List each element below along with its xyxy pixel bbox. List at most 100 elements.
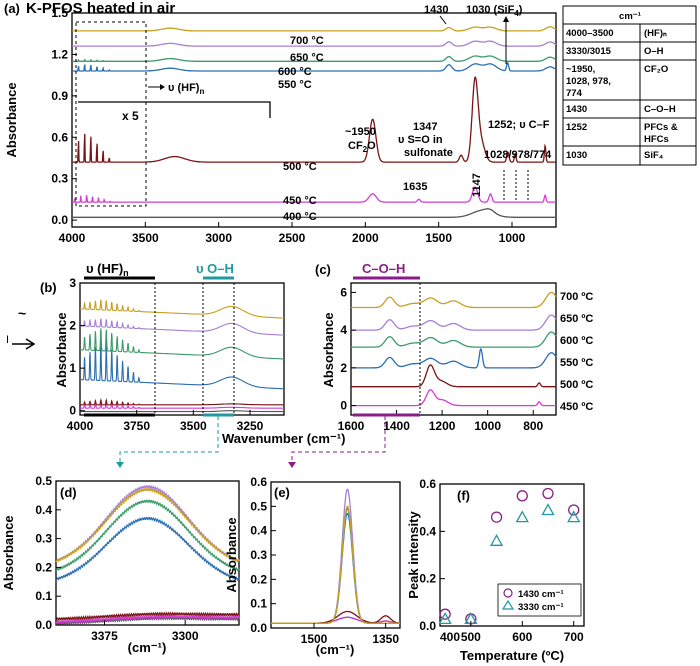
marker-3330: [489, 533, 504, 546]
spectrum-b-700: [80, 299, 284, 319]
temp-label-c-500: 500 ºC: [560, 379, 593, 391]
x-tick-label: 2500: [279, 231, 306, 245]
temp-label-a-450: 450 °C: [283, 195, 317, 207]
panel-b-spectra: [80, 299, 284, 413]
spectrum-a-500: [72, 76, 556, 163]
shared-xlabel: Wavenumber (cm⁻¹): [222, 431, 345, 446]
y-tick-label: 0.6: [419, 477, 436, 491]
y-tick-label: 0.4: [250, 524, 267, 538]
panel-f-xlabel: Temperature (ºC): [460, 648, 564, 663]
table-cell-wavenumber: 1028, 978,: [566, 76, 611, 87]
marker-1430: [490, 511, 503, 523]
marker-3330: [567, 510, 581, 523]
panel-a-frame: [71, 12, 557, 228]
anno-1635: 1635: [403, 181, 427, 193]
y-tick-label: 1: [69, 361, 76, 375]
table-cell-assignment: C–O–H: [644, 104, 676, 115]
temp-label-c-600: 600 ºC: [560, 335, 593, 347]
table-border: [562, 5, 697, 166]
x-tick-label: 1000: [499, 231, 526, 245]
y-tick-label: 1.2: [51, 47, 68, 61]
y-tick-label: 0.0: [35, 618, 52, 632]
x-tick-label: 1500: [425, 231, 452, 245]
hf-label: υ (HF)n: [168, 82, 204, 96]
y-tick-label: 4: [340, 323, 347, 337]
panel-e-y-ticks: 0.0 0.1 0.2 0.3 0.4 0.5 0.6: [250, 475, 276, 635]
x-tick-label: 3300: [172, 629, 199, 643]
spectrum-c-600: [351, 331, 557, 348]
spectrum-b-550: [80, 341, 284, 390]
y-tick-label: 0.1: [35, 589, 52, 603]
anno-1028-guides: [503, 168, 529, 200]
spectrum-a-450: [72, 186, 556, 203]
panel-d-frame: [55, 480, 240, 626]
panel-a-x-ticks: 4000 3500 3000 2500 2000 1500 1000: [59, 222, 526, 245]
spectrum-d-500: [55, 611, 240, 621]
y-tick-label: 0: [69, 404, 76, 418]
connector-e: [291, 416, 386, 464]
panel-d-tag: (d): [60, 485, 77, 500]
anno-1252: 1252; υ C–F: [488, 119, 550, 131]
panel-b-x-ticks: 4000 3750 3500 3250: [67, 410, 264, 433]
spectrum-a-700: [72, 26, 557, 32]
panel-f-ylabel: Peak intensity: [406, 511, 421, 599]
temp-label-a-400: 400 °C: [283, 211, 317, 223]
spectrum-a-650: [72, 40, 557, 47]
panel-c-coh-label: C–O–H: [362, 261, 405, 276]
panel-b-oh-label: υ O–H: [196, 261, 234, 276]
panel-b-guides: [154, 283, 235, 415]
table-header: cm⁻¹: [619, 11, 641, 22]
panel-c-ylabel: Absorbance: [321, 312, 336, 387]
spectrum-c-650: [351, 314, 557, 331]
panel-d-ylabel: Absorbance: [1, 515, 16, 590]
spectrum-a-550: [72, 61, 557, 72]
y-tick-label: 0.9: [51, 89, 68, 103]
table-cell-assignment: (HF)ₙ: [644, 28, 667, 39]
anno-sulfonate: sulfonate: [404, 147, 453, 159]
y-tick-label: 0.2: [250, 572, 267, 586]
panel-d-xlabel: (cm⁻¹): [128, 640, 167, 655]
y-tick-label: 0.3: [51, 172, 68, 186]
anno-1030: 1030 (SiF4): [466, 4, 523, 18]
anno-1147: 1147: [471, 173, 483, 197]
panel-b-y-ticks: 0 1 2 3: [69, 276, 85, 418]
spectrum-c-500: [351, 364, 556, 388]
temp-label-a-500: 500 °C: [283, 161, 317, 173]
table-cell-wavenumber: 3330/3015: [566, 46, 612, 57]
table-cell-wavenumber: ~1950,: [566, 64, 595, 75]
y-tick-label: 1.5: [51, 6, 68, 20]
temp-label-c-550: 550 ºC: [560, 357, 593, 369]
hf-arrow-head: [160, 84, 165, 90]
spectrum-e-700: [271, 505, 400, 624]
legend-label: 1430 cm⁻¹: [518, 589, 564, 600]
table-cell-wavenumber: 1030: [566, 150, 587, 161]
y-tick-label: 0.2: [35, 560, 52, 574]
y-tick-label: 2: [340, 361, 347, 375]
x-tick-label: 400: [440, 630, 460, 644]
anno-1430: 1430: [424, 4, 448, 16]
panel-e-tag: (e): [274, 485, 290, 500]
anno-1030-arrow-head: [503, 16, 509, 22]
panel-e-ylabel: Absorbance: [224, 517, 239, 592]
panel-b-frame: [79, 282, 285, 416]
x-tick-label: 1600: [338, 419, 365, 433]
spectrum-e-650: [271, 488, 400, 624]
table-cell-wavenumber: 4000–3500: [566, 28, 614, 39]
connector-d: [119, 416, 219, 464]
temp-label-a-700: 700 °C: [290, 35, 324, 47]
x-tick-label: 3500: [132, 231, 159, 245]
x-tick-label: 500: [461, 630, 481, 644]
panel-c-x-ticks: 1600 1400 1200 1000 800: [338, 410, 544, 433]
spectrum-a-400: [72, 208, 556, 218]
anno-cf2o: CF2O: [348, 140, 376, 154]
table-cell-assignment: HFCs: [644, 134, 669, 145]
marker-3330: [541, 503, 555, 516]
anno-1347: 1347: [413, 121, 437, 133]
spectrum-d-550: [55, 516, 240, 582]
x-tick-label: 3375: [91, 629, 118, 643]
table-cell-wavenumber: 774: [566, 88, 583, 99]
y-tick-label: 0.1: [250, 597, 267, 611]
spectrum-c-450: [351, 389, 556, 407]
